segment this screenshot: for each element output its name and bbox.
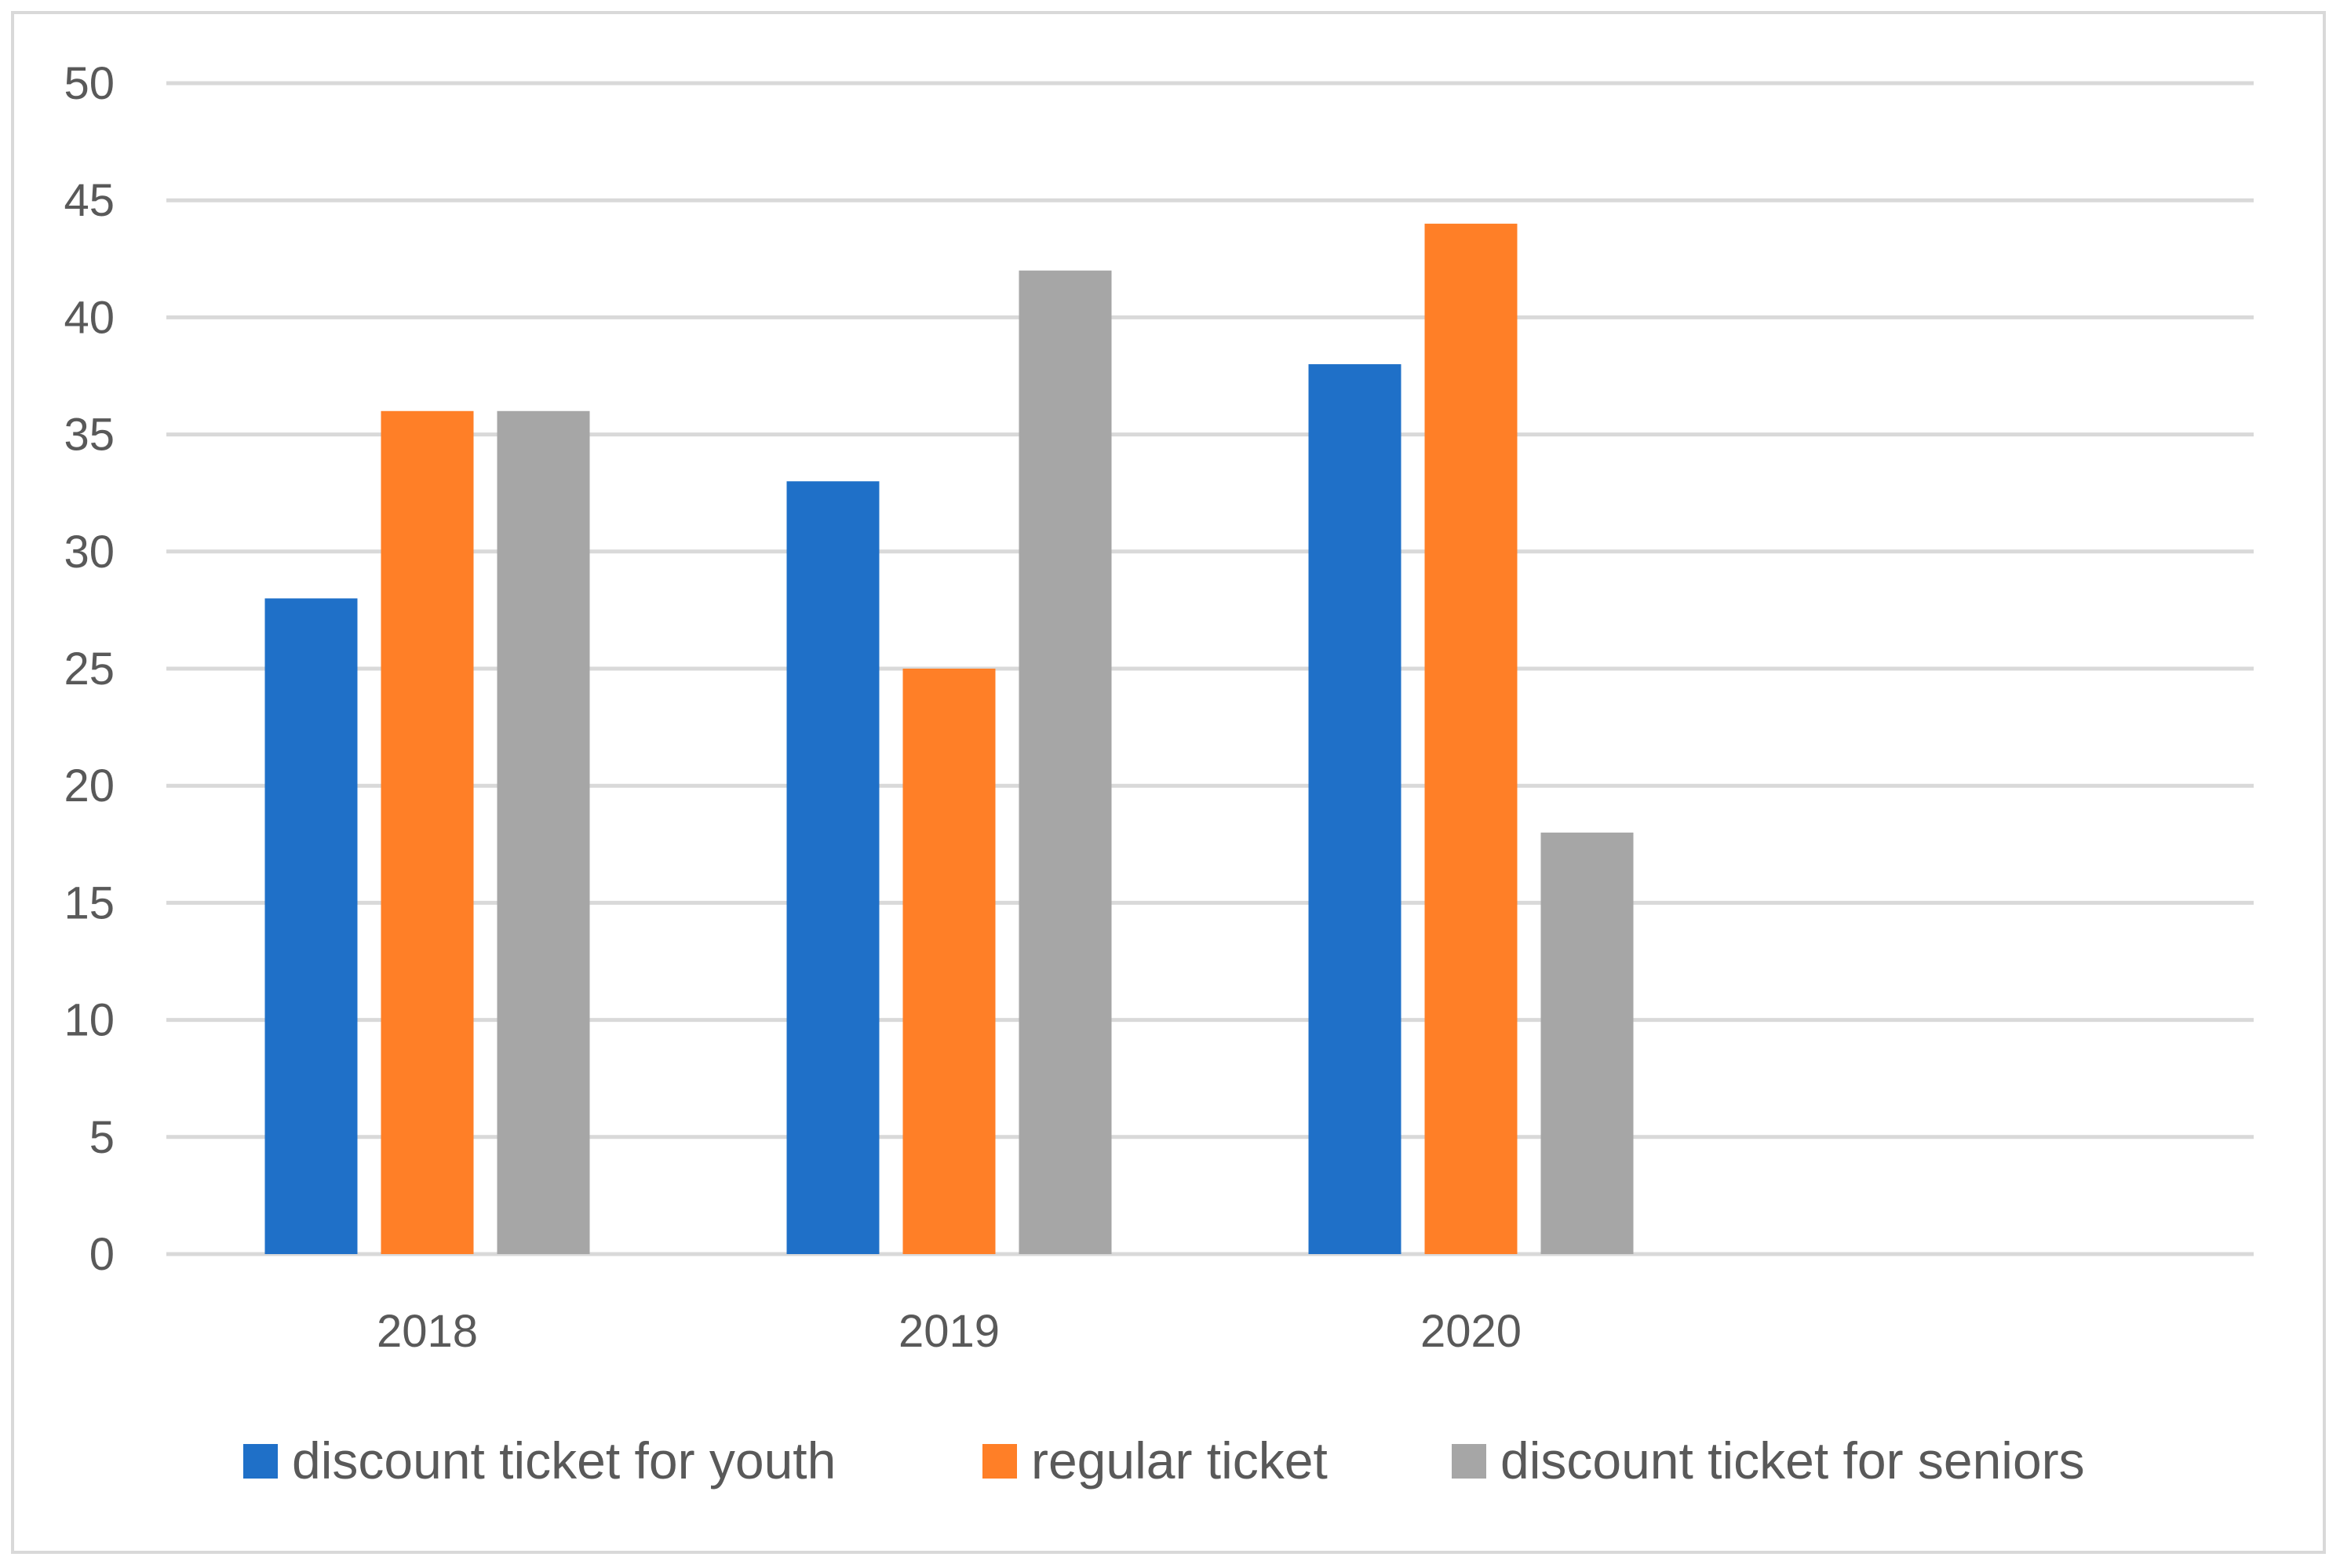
x-tick-label: 2019 (898, 1306, 1000, 1357)
legend: discount ticket for youth regular ticket d… (243, 1431, 2085, 1490)
y-tick-label: 15 (64, 877, 115, 928)
legend-swatch (243, 1444, 278, 1479)
legend-label: regular ticket (1031, 1431, 1328, 1490)
y-tick-label: 40 (64, 292, 115, 343)
bar-2020-series-1 (1424, 224, 1518, 1254)
legend-swatch (982, 1444, 1017, 1479)
bar-2019-series-0 (786, 481, 880, 1254)
bars (264, 224, 1634, 1255)
legend-label: discount ticket for seniors (1500, 1431, 2085, 1490)
bar-2020-series-2 (1540, 832, 1634, 1254)
bar-2020-series-0 (1308, 364, 1401, 1255)
x-tick-label: 2020 (1420, 1306, 1522, 1357)
legend-swatch (1452, 1444, 1486, 1479)
x-tick-label: 2018 (377, 1306, 478, 1357)
bar-2018-series-0 (264, 598, 358, 1254)
gridlines (166, 81, 2254, 1256)
y-tick-label: 35 (64, 410, 115, 461)
y-tick-label: 50 (64, 58, 115, 109)
x-axis-ticks: 2018 2019 2020 (377, 1306, 1522, 1357)
y-tick-label: 5 (89, 1112, 115, 1163)
bar-2019-series-1 (902, 669, 996, 1254)
y-axis-ticks: 0 5 10 15 20 25 30 35 40 45 50 (64, 58, 115, 1280)
y-tick-label: 45 (64, 175, 115, 226)
y-tick-label: 30 (64, 527, 115, 578)
y-tick-label: 0 (89, 1229, 115, 1280)
y-tick-label: 10 (64, 995, 115, 1046)
bar-2019-series-2 (1019, 270, 1112, 1255)
bar-2018-series-1 (381, 410, 474, 1254)
y-tick-label: 25 (64, 644, 115, 695)
y-tick-label: 20 (64, 760, 115, 811)
legend-label: discount ticket for youth (292, 1431, 836, 1490)
bar-2018-series-2 (497, 410, 590, 1254)
